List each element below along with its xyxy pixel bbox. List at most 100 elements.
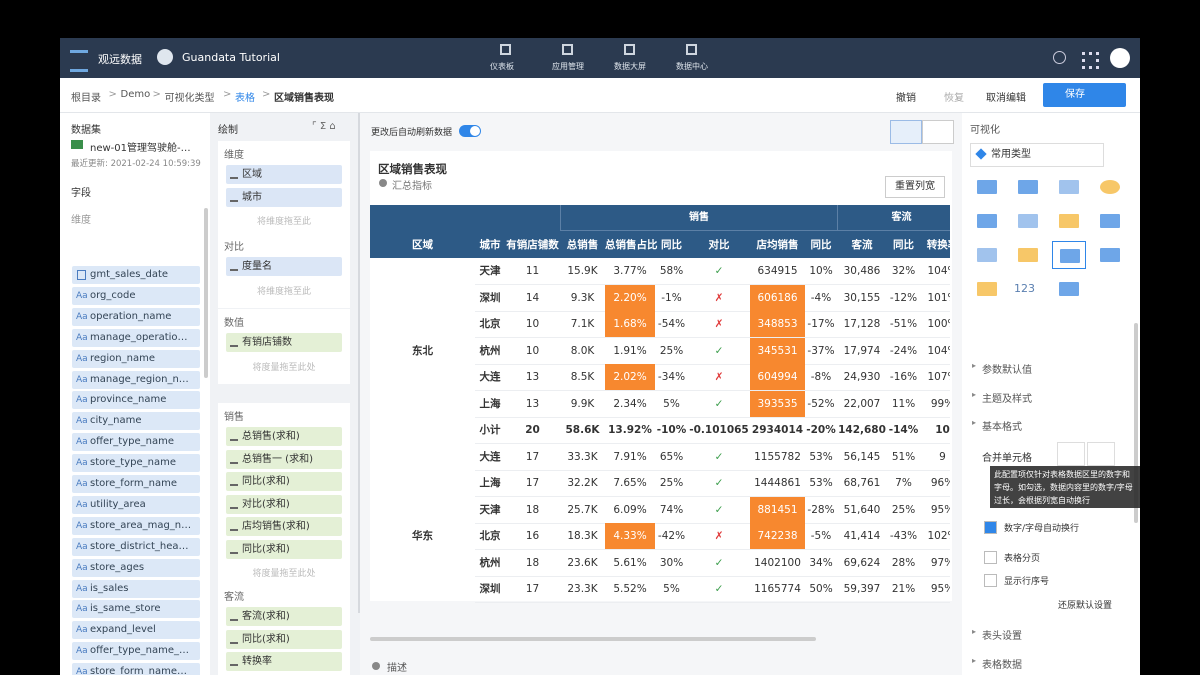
crumb[interactable]: 根目录 — [71, 93, 101, 104]
field[interactable]: Aa store_type_name — [72, 454, 200, 473]
field[interactable]: Aa org_code — [72, 286, 200, 305]
summary-label[interactable]: 汇总指标 — [392, 181, 432, 192]
field[interactable]: Aa city_name — [72, 412, 200, 431]
column-header[interactable]: 客流 — [851, 239, 873, 251]
settings-section[interactable]: 表格数据 — [982, 659, 1022, 671]
chart-type-icon[interactable] — [1052, 207, 1086, 235]
chart-type-icon[interactable] — [970, 173, 1004, 201]
value-cell: 10 — [935, 424, 950, 436]
field[interactable]: Aa region_name — [72, 349, 200, 368]
settings-section[interactable]: 表头设置 — [982, 631, 1022, 642]
settings-section[interactable]: 主题及样式 — [982, 393, 1032, 405]
checkbox[interactable] — [984, 521, 997, 534]
crumb[interactable]: 可视化类型 — [164, 93, 215, 104]
chart-type-icon[interactable]: 123 — [1011, 275, 1045, 303]
cancel[interactable]: 取消编辑 — [986, 93, 1026, 104]
nav-tab[interactable]: 仪表板 — [490, 62, 514, 71]
field[interactable]: Aa manage_operatio… — [72, 328, 200, 347]
dataset-name[interactable]: new-01管理驾驶舱-… — [90, 143, 191, 154]
column-header[interactable]: 有销店铺数 — [506, 239, 559, 251]
config-field[interactable]: 区域 — [226, 165, 342, 184]
config-field[interactable]: 对比(求和) — [226, 494, 342, 514]
chart-type-icon[interactable] — [1011, 173, 1045, 201]
config-field[interactable]: 转换率 — [226, 652, 342, 671]
table-view-button[interactable] — [922, 120, 954, 144]
crumb[interactable]: 表格 — [235, 93, 255, 104]
type-select[interactable]: 常用类型 — [970, 143, 1104, 167]
config-field[interactable]: 同比(求和) — [226, 539, 342, 559]
settings-section[interactable]: 参数默认值 — [982, 365, 1032, 376]
chart-type-icon[interactable] — [1093, 241, 1127, 269]
settings-section[interactable]: 基本格式 — [982, 422, 1022, 433]
column-header[interactable]: 总销售 — [566, 239, 599, 251]
avatar[interactable] — [1110, 48, 1130, 68]
field[interactable]: Aa store_ages — [72, 558, 200, 577]
field[interactable]: Aa utility_area — [72, 495, 200, 514]
config-field[interactable]: 同比(求和) — [226, 472, 342, 491]
group-header: 客流 — [837, 205, 950, 231]
save-button[interactable]: 保存 — [1043, 83, 1126, 107]
workspace[interactable]: Guandata Tutorial — [182, 51, 280, 64]
column-header[interactable]: 同比 — [661, 239, 682, 251]
field[interactable]: Aa store_district_hea… — [72, 537, 200, 556]
describe[interactable]: 描述 — [387, 663, 407, 674]
field[interactable]: Aa operation_name — [72, 307, 200, 326]
field[interactable]: Aa store_form_name — [72, 475, 200, 493]
help-icon[interactable] — [1053, 51, 1066, 64]
chart-view-button[interactable] — [890, 120, 922, 144]
chart-type-icon[interactable] — [970, 275, 1004, 303]
field[interactable]: Aa is_sales — [72, 579, 200, 598]
nav-tab[interactable]: 数据中心 — [676, 62, 708, 71]
field[interactable]: gmt_sales_date — [72, 266, 200, 284]
column-header[interactable]: 城市 — [479, 239, 501, 251]
merge-option[interactable] — [1087, 442, 1115, 466]
field[interactable]: Aa offer_type_name_… — [72, 642, 200, 661]
config-field[interactable]: 有销店铺数 — [226, 333, 342, 352]
value-cell: 345531 — [750, 337, 805, 364]
auto-refresh-toggle[interactable] — [459, 125, 481, 137]
config-field[interactable]: 总销售(求和) — [226, 427, 342, 446]
crumb[interactable]: Demo — [120, 89, 151, 100]
apps-icon[interactable] — [1082, 52, 1099, 69]
column-header[interactable]: 店均销售 — [756, 239, 799, 251]
field[interactable]: Aa expand_level — [72, 621, 200, 640]
chart-type-icon[interactable] — [1052, 241, 1086, 269]
field[interactable]: Aa province_name — [72, 391, 200, 410]
checkbox[interactable] — [984, 574, 997, 587]
undo[interactable]: 撤销 — [896, 93, 916, 104]
field[interactable]: Aa store_area_mag_n… — [72, 516, 200, 535]
chart-type-icon[interactable] — [1093, 207, 1127, 235]
config-field[interactable]: 城市 — [226, 187, 342, 207]
config-field[interactable]: 店均销售(求和) — [226, 517, 342, 536]
chart-type-icon[interactable] — [970, 241, 1004, 269]
field[interactable]: Aa store_form_name… — [72, 663, 200, 675]
chart-type-icon[interactable] — [1011, 241, 1045, 269]
field[interactable]: Aa is_same_store — [72, 600, 200, 619]
column-header[interactable]: 转换率 — [926, 239, 950, 251]
field[interactable]: Aa offer_type_name — [72, 433, 200, 452]
chart-type-icon[interactable] — [1052, 275, 1086, 303]
column-header[interactable]: 对比 — [708, 239, 730, 251]
column-header[interactable]: 同比 — [893, 239, 914, 251]
checkbox[interactable] — [984, 551, 997, 564]
column-header[interactable]: 区域 — [412, 239, 433, 251]
menu-icon[interactable] — [70, 50, 88, 72]
column-header[interactable]: 总销售占比 — [605, 239, 658, 251]
redo[interactable]: 恢复 — [944, 93, 964, 104]
chart-type-icon[interactable] — [1011, 207, 1045, 235]
chart-type-icon[interactable] — [1093, 173, 1127, 201]
merge-option[interactable] — [1057, 442, 1085, 466]
config-tools[interactable]: ⌜ Σ ⌂ — [312, 121, 336, 132]
config-field[interactable]: 总销售一 (求和) — [226, 449, 342, 469]
chart-type-icon[interactable] — [970, 207, 1004, 235]
config-field[interactable]: 同比(求和) — [226, 629, 342, 649]
column-header[interactable]: 同比 — [810, 239, 832, 251]
config-field[interactable]: 度量名 — [226, 257, 342, 276]
restore-default[interactable]: 还原默认设置 — [1058, 601, 1113, 611]
config-field[interactable]: 客流(求和) — [226, 607, 342, 626]
field[interactable]: Aa manage_region_n… — [72, 370, 200, 389]
chart-type-icon[interactable] — [1052, 173, 1086, 201]
reset-width-button[interactable]: 重置列宽 — [885, 176, 945, 198]
nav-tab[interactable]: 数据大屏 — [614, 62, 646, 71]
nav-tab[interactable]: 应用管理 — [552, 62, 584, 71]
